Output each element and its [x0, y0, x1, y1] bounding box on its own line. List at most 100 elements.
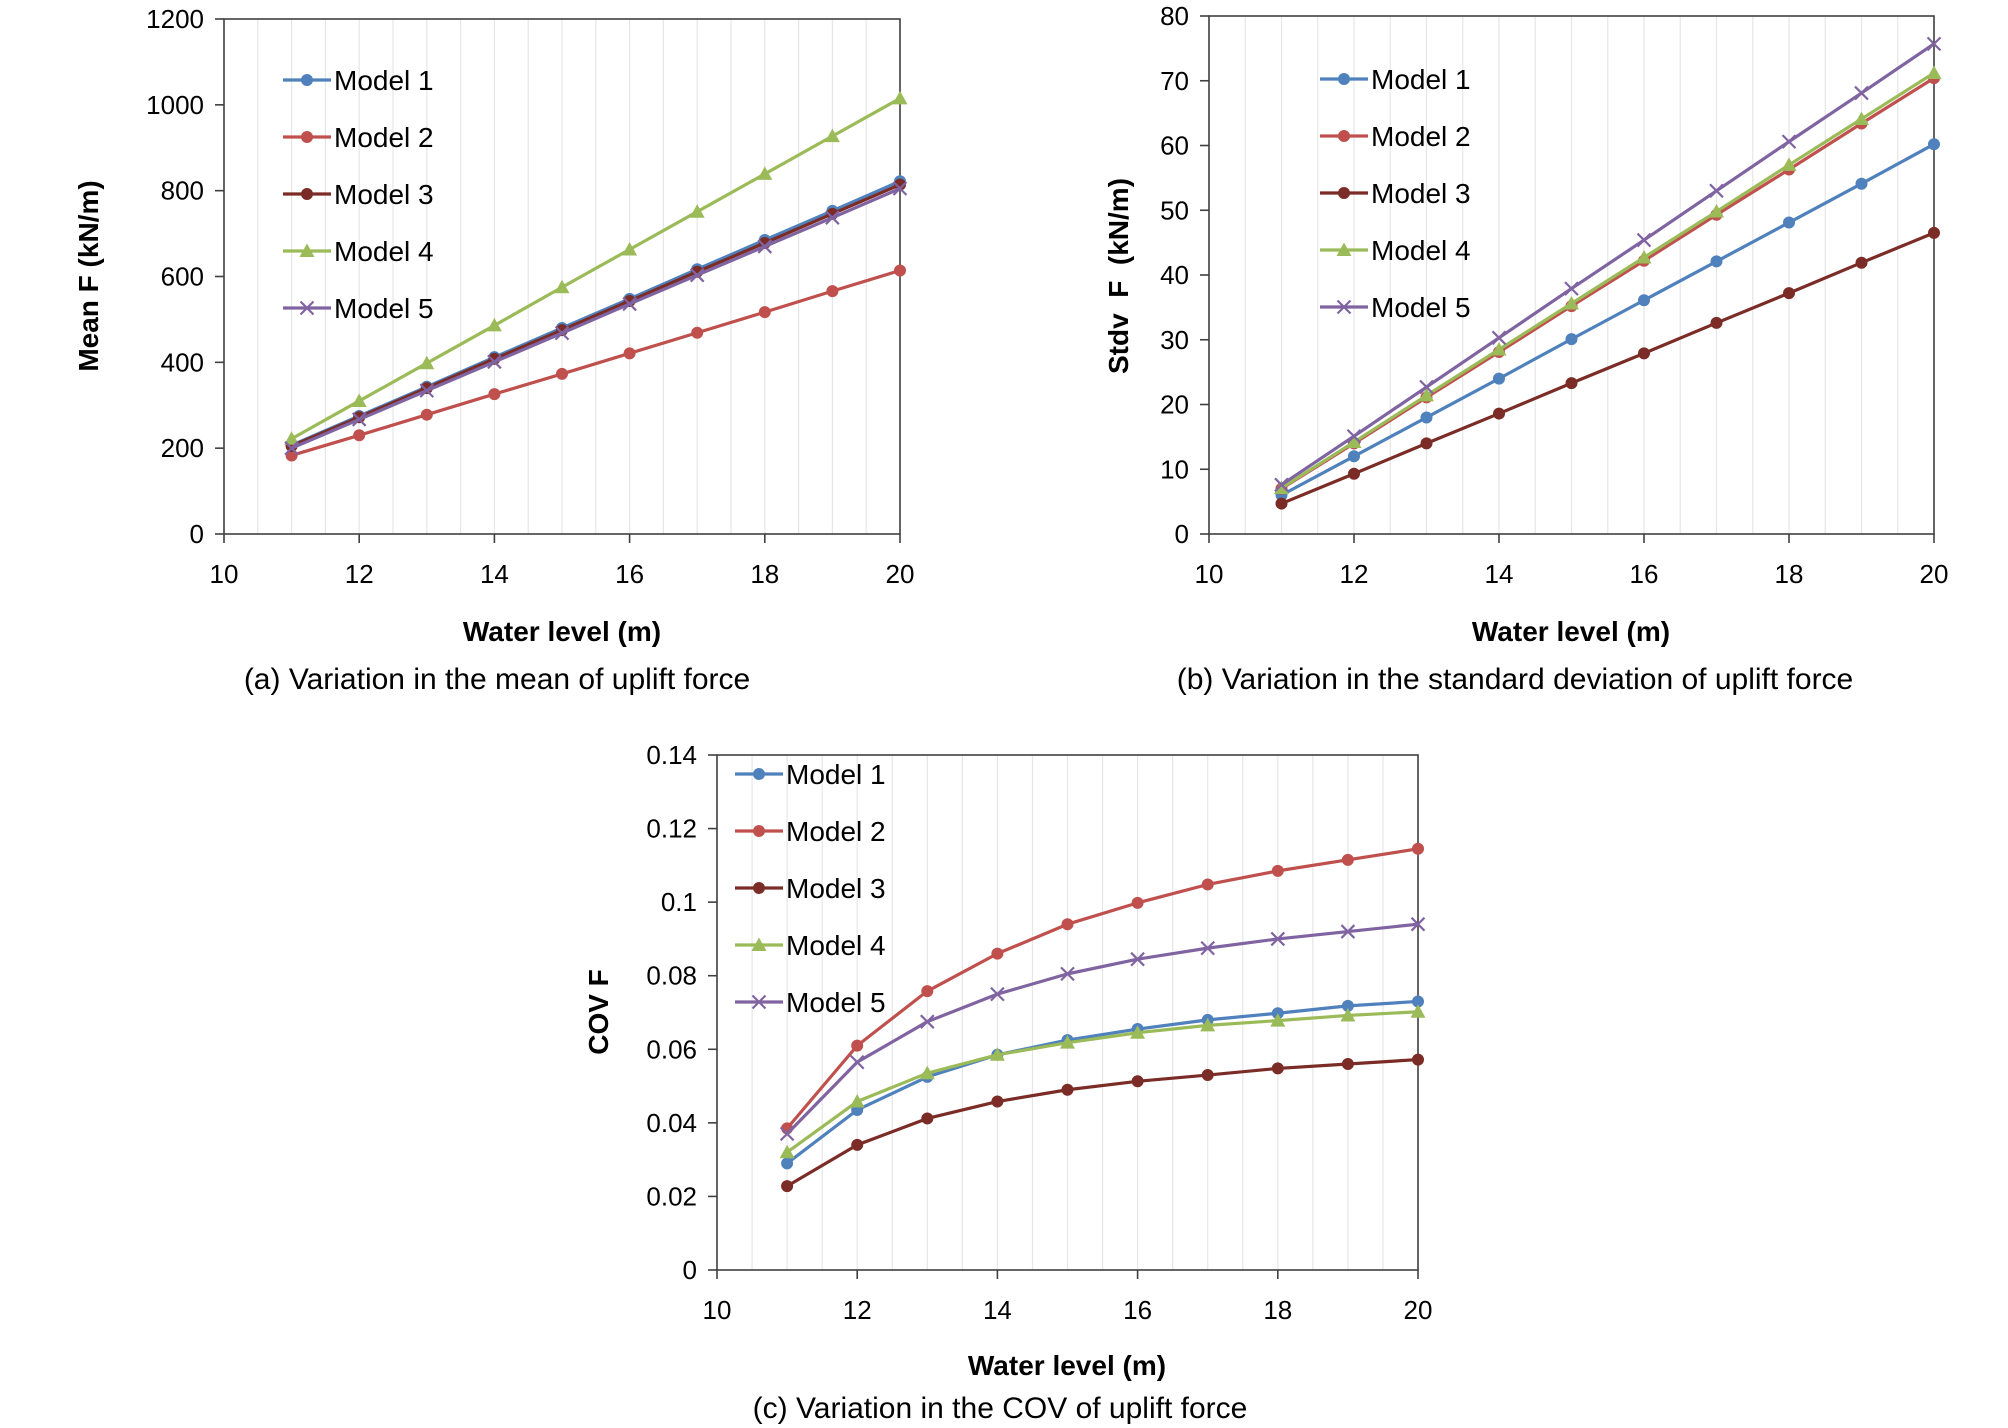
caption-b: (b) Variation in the standard deviation … [1177, 663, 1854, 696]
legend-marker [299, 243, 315, 257]
y-tick-label: 0.02 [646, 1181, 697, 1211]
data-point [851, 1039, 864, 1052]
data-point [1781, 157, 1797, 171]
data-point [851, 1138, 864, 1151]
data-point [284, 431, 300, 445]
data-point [1565, 333, 1578, 346]
y-axis-title: Mean F (kN/m) [73, 180, 104, 371]
legend-entry: Model 2 [735, 816, 886, 847]
data-point [758, 306, 771, 319]
y-tick-label: 0.04 [646, 1108, 697, 1138]
data-point [825, 210, 840, 225]
series-model-4 [284, 90, 908, 445]
legend-label: Model 4 [1371, 235, 1471, 266]
legend-label: Model 3 [1371, 178, 1471, 209]
y-tick-label: 600 [161, 262, 204, 292]
data-point [781, 1157, 794, 1170]
legend-entry: Model 5 [1320, 292, 1471, 323]
data-point [1060, 1035, 1075, 1049]
data-point [1926, 36, 1942, 52]
legend-label: Model 4 [786, 930, 886, 961]
data-point [894, 264, 906, 277]
data-point [1341, 1058, 1354, 1070]
data-point [1061, 918, 1074, 931]
series-line [785, 847, 1419, 1130]
data-point [1710, 255, 1723, 268]
x-tick-label: 20 [1920, 559, 1949, 589]
data-point [1270, 1013, 1286, 1027]
y-tick-label: 200 [161, 433, 204, 463]
data-point [1341, 853, 1354, 866]
y-tick-label: 0.12 [646, 814, 697, 844]
minor-gridlines [223, 19, 901, 534]
legend-entry: Model 4 [1320, 235, 1471, 266]
data-point [824, 128, 840, 143]
x-tick-label: 16 [1123, 1295, 1152, 1325]
data-point [921, 985, 934, 998]
series-line [291, 268, 901, 457]
data-point [1410, 1004, 1426, 1018]
data-point [351, 393, 367, 407]
x-tick-label: 20 [1404, 1295, 1433, 1325]
data-point [1491, 330, 1507, 346]
data-point [1491, 341, 1507, 356]
x-tick-label: 10 [210, 559, 239, 589]
x-axis-title: Water level (m) [1472, 616, 1670, 647]
legend-entry: Model 4 [283, 236, 434, 267]
legend-marker [301, 188, 313, 200]
legend-label: Model 5 [786, 987, 886, 1018]
series-model-5 [779, 916, 1426, 1142]
data-point [1928, 226, 1940, 239]
legend-label: Model 4 [334, 236, 434, 267]
data-point [1340, 1007, 1356, 1022]
data-point [1131, 1075, 1144, 1088]
y-tick-label: 30 [1160, 325, 1189, 355]
legend-marker [1336, 242, 1352, 256]
data-point [1201, 878, 1214, 891]
data-point [1928, 138, 1940, 151]
data-point [849, 1094, 865, 1108]
data-point [1420, 437, 1433, 450]
legend-label: Model 3 [334, 179, 434, 210]
data-point [1130, 951, 1145, 967]
legend-marker [1338, 130, 1350, 142]
x-tick-label: 12 [1340, 559, 1369, 589]
data-point [1709, 204, 1724, 218]
series-line [1280, 142, 1935, 497]
data-point [488, 388, 501, 401]
data-point [989, 1047, 1005, 1061]
series-line [1280, 71, 1935, 490]
data-point [1340, 924, 1356, 939]
y-tick-label: 1200 [146, 4, 204, 34]
series-model-3 [1275, 226, 1940, 510]
data-point [1274, 477, 1289, 493]
legend-marker [1338, 187, 1350, 199]
x-tick-label: 18 [750, 559, 779, 589]
y-tick-label: 50 [1160, 195, 1189, 225]
data-point [892, 90, 908, 105]
series-line [786, 999, 1419, 1165]
y-tick-label: 0 [683, 1255, 697, 1285]
x-tick-label: 20 [886, 559, 915, 589]
data-point [1061, 1083, 1074, 1096]
data-point [991, 947, 1004, 960]
legend-marker [301, 131, 313, 143]
y-tick-label: 0 [190, 519, 204, 549]
data-point [757, 166, 773, 180]
data-point [1410, 916, 1426, 932]
x-tick-label: 12 [345, 559, 374, 589]
legend-entry: Model 3 [1320, 178, 1471, 209]
data-point [1348, 467, 1360, 480]
legend-entry: Model 2 [1320, 121, 1471, 152]
data-point [1855, 177, 1868, 190]
data-point [1270, 931, 1286, 947]
data-point [419, 383, 435, 398]
x-tick-label: 18 [1775, 559, 1804, 589]
y-tick-label: 80 [1160, 1, 1189, 31]
legend-label: Model 2 [1371, 121, 1471, 152]
x-tick-label: 16 [615, 559, 644, 589]
y-tick-label: 800 [161, 176, 204, 206]
data-point [1346, 434, 1362, 449]
data-point [1636, 250, 1652, 264]
legend-entry: Model 4 [735, 930, 886, 961]
